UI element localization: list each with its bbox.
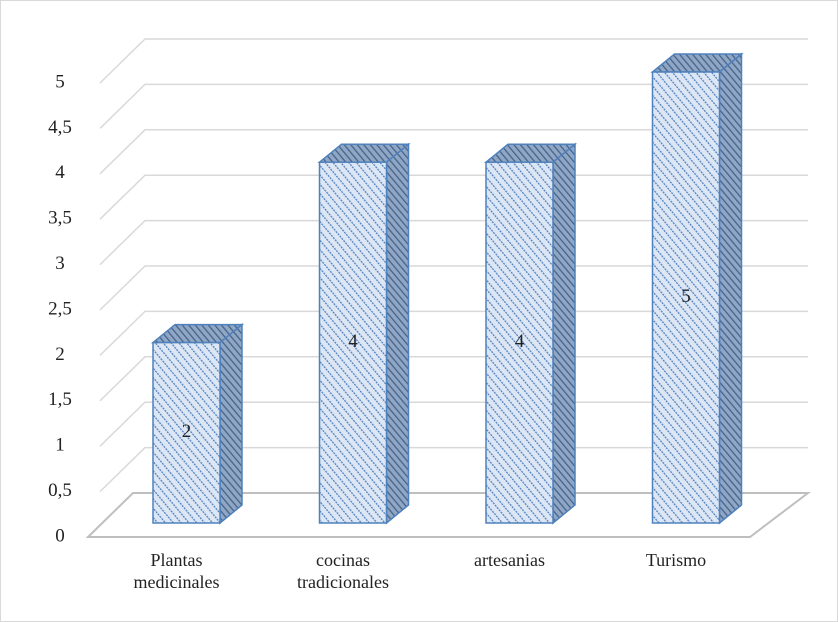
y-tick-label: 2 — [55, 344, 65, 365]
bar-side — [552, 142, 576, 525]
y-tick-label: 4 — [55, 162, 65, 183]
y-tick-label: 0,5 — [48, 480, 72, 501]
grid-line — [99, 310, 808, 356]
grid-line — [99, 83, 808, 129]
bar-side — [385, 142, 410, 525]
x-tick-label: Plantas medicinales — [133, 550, 220, 592]
bar — [152, 341, 221, 524]
y-tick-label: 3,5 — [48, 208, 72, 229]
y-tick-label: 4,5 — [48, 117, 72, 138]
data-label: 2 — [182, 421, 192, 442]
data-label: 4 — [515, 331, 525, 352]
y-tick-label: 2,5 — [48, 298, 72, 319]
y-tick-label: 1 — [55, 435, 65, 456]
grid-line — [99, 446, 808, 493]
grid-line — [99, 401, 808, 447]
x-tick-label: artesanias — [474, 550, 545, 570]
bar-side — [219, 323, 243, 525]
y-tick-label: 0 — [55, 525, 65, 546]
floor — [85, 492, 811, 538]
y-tick-label: 1,5 — [48, 389, 72, 410]
data-label: 4 — [348, 331, 358, 352]
grid-line — [99, 174, 808, 220]
grid-line — [99, 129, 808, 175]
bar — [485, 161, 554, 524]
x-tick-label: Turismo — [645, 550, 707, 570]
y-tick-label: 5 — [55, 71, 65, 92]
y-tick-label: 3 — [55, 253, 65, 274]
grid-line — [99, 219, 808, 266]
data-label: 5 — [681, 286, 691, 307]
bar — [318, 161, 388, 524]
grid-line — [99, 356, 808, 402]
grid-line — [99, 265, 808, 311]
grid-line — [99, 38, 808, 84]
bar-side — [718, 52, 743, 525]
bar — [651, 71, 721, 524]
x-tick-label: cocinas tradicionales — [297, 550, 389, 592]
